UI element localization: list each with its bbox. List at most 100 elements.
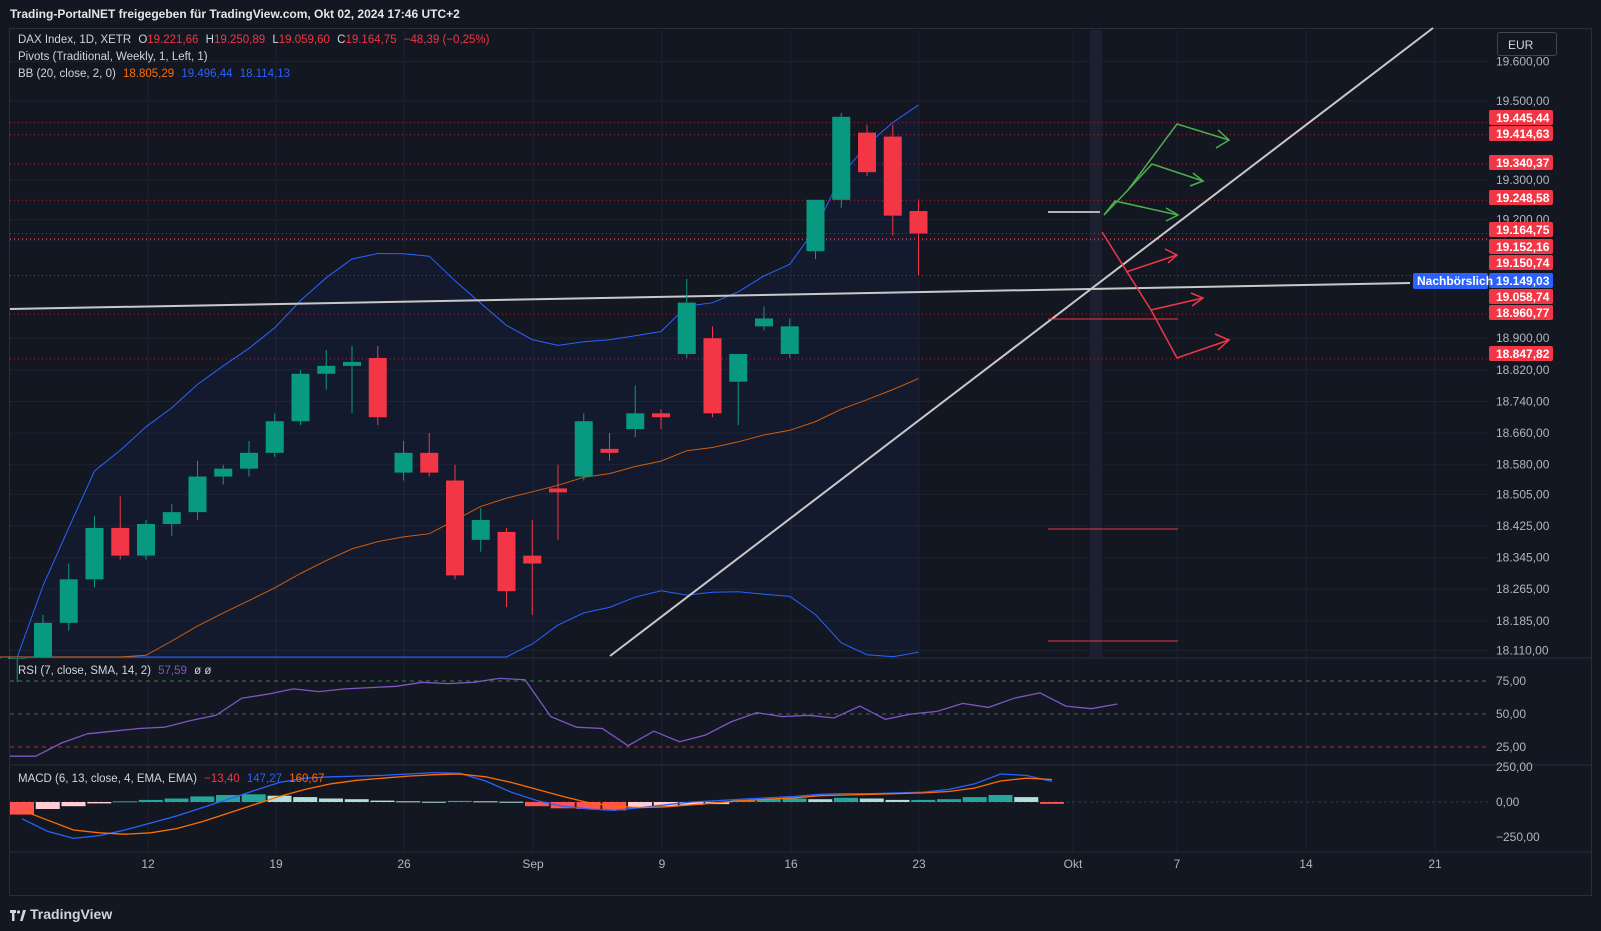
price-label: 19.150,74 [1496,256,1550,270]
arrowhead-icon [1214,333,1231,351]
price-label-bg [1489,255,1553,270]
macd-histogram-bar [962,797,987,802]
candle-body [729,354,748,382]
macd-histogram-bar [10,802,34,815]
candle-body [600,448,619,453]
candle-body [883,136,902,216]
macd-histogram-bar [241,794,266,802]
price-label: 19.414,63 [1496,127,1550,141]
candle-body [368,357,387,418]
time-axis-label: 23 [912,857,926,871]
legend-bb-up: 19.496,44 [181,68,233,80]
candle-body [240,452,258,469]
currency-button[interactable]: EUR [1497,32,1557,56]
candle-body [162,512,181,524]
macd-axis-label: 250,00 [1496,760,1533,774]
macd-label[interactable]: MACD (6, 13, close, 4, EMA, EMA) [18,773,197,785]
price-label: 19.248,58 [1496,191,1550,205]
candle-body [214,468,233,477]
macd-histogram-bar [113,801,137,803]
projection-arrow-mid [1127,163,1204,191]
macd-line [21,771,1053,840]
macd-histogram-bar [834,797,858,802]
macd-histogram-bar [87,802,112,804]
bb-upper-line [0,104,919,658]
price-axis-label: 18.900,00 [1496,331,1550,345]
macd-histogram-bar [473,801,498,803]
candle-body [471,520,490,540]
price-label: 19.445,44 [1496,111,1550,125]
macd-histogram-bar [319,798,343,802]
price-axis-label: 18.580,00 [1496,458,1550,472]
rsi-extra: ø ø [194,665,212,677]
macd-histogram-bar [988,795,1013,802]
macd-histogram-bar [190,796,215,802]
macd-histogram-bar [447,800,472,802]
arrowhead-icon [1215,129,1231,149]
price-label: 18.847,82 [1496,347,1550,361]
legend-bb-low: 18.114,13 [239,68,291,80]
macd-macd-value: 147,27 [246,773,283,785]
macd-histogram-bar [422,801,446,803]
price-label-bg [1489,110,1553,125]
time-axis-label: 19 [269,857,283,871]
macd-histogram-bar [782,798,807,802]
afterhours-tag-bg [1413,273,1488,289]
chart-frame [9,28,1592,896]
price-label-bg [1489,305,1553,320]
macd-histogram-bar [756,799,781,802]
tradingview-logo-icon [10,909,26,921]
macd-histogram-bar [859,798,884,802]
footer-brand-text: TradingView [30,906,113,922]
arrowhead-icon [1164,248,1179,264]
projection-arrow-up [1103,123,1230,216]
macd-histogram-bar [344,799,369,802]
price-label: 19.164,75 [1496,223,1550,237]
legend-macd-row: MACD (6, 13, close, 4, EMA, EMA) −13,40 … [18,773,328,785]
legend-bb-row: BB (20, close, 2, 0) 18.805,29 19.496,44… [18,68,294,80]
candle-body [446,480,464,576]
price-axis-label: 18.660,00 [1496,426,1550,440]
candle-body [343,361,361,366]
legend-bb-mid: 18.805,29 [123,68,175,80]
candle-body [137,523,155,556]
legend-pivots[interactable]: Pivots (Traditional, Weekly, 1, Left, 1) [18,51,208,63]
bb-basis-line [0,378,919,658]
rsi-axis-label: 50,00 [1496,707,1526,721]
projection-arrow-down [1101,231,1230,359]
price-axis-label: 18.345,00 [1496,551,1550,565]
time-axis-label: 7 [1174,857,1181,871]
projection-arrow-low [1103,200,1179,216]
rsi-axis-label: 75,00 [1496,674,1526,688]
price-label-bg [1489,289,1553,304]
price-label-bg [1489,155,1553,170]
candle-body [85,527,104,580]
macd-histogram-bar [550,802,575,809]
legend-low: 19.059,60 [278,34,330,46]
rising-trendline [609,27,1434,657]
price-label: 19.340,37 [1496,156,1550,170]
footer-brand[interactable]: TradingView [10,906,112,922]
candle-body [420,452,439,473]
candle-body [677,302,696,355]
arrowhead-icon [1189,172,1205,187]
candle-body [832,116,851,200]
time-axis-label: 14 [1299,857,1313,871]
legend-pivots-row: Pivots (Traditional, Weekly, 1, Left, 1) [18,51,212,63]
legend-bb-label[interactable]: BB (20, close, 2, 0) [18,68,116,80]
candle-body [265,421,284,453]
candle-body [497,531,516,592]
price-axis-label: 18.110,00 [1496,644,1549,658]
price-label: 19.152,16 [1496,240,1550,254]
projection-arrow-down-2 [1150,297,1204,311]
rsi-label[interactable]: RSI (7, close, SMA, 14, 2) [18,665,151,677]
macd-histogram-bar [396,801,421,803]
legend-change: −48,39 (−0,25%) [403,34,490,46]
macd-histogram-bar [576,802,601,809]
time-axis-label: 26 [397,857,411,871]
legend-symbol[interactable]: DAX Index, 1D, XETR [18,34,132,46]
price-label-bg [1489,126,1553,141]
price-axis-label: 18.740,00 [1496,394,1550,408]
macd-histogram-bar [1040,802,1064,804]
